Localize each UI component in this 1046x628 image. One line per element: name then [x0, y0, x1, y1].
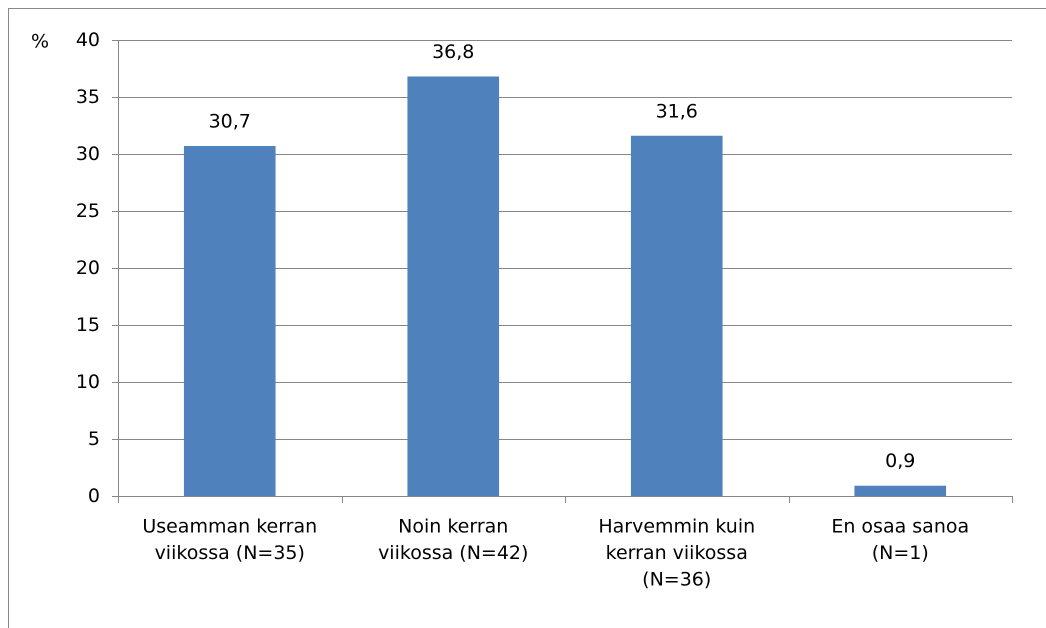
bar	[630, 135, 723, 496]
data-label: 36,8	[432, 41, 474, 63]
y-tick-label: 10	[76, 371, 100, 393]
y-axis-label: %	[31, 31, 49, 53]
y-tick-label: 25	[76, 200, 100, 222]
x-tick-label: kerran viikossa	[606, 542, 748, 564]
x-tick-label: Useamman kerran	[142, 516, 317, 538]
y-tick-label: 0	[88, 485, 100, 507]
y-tick-label: 40	[76, 29, 100, 51]
y-tick-label: 20	[76, 257, 100, 279]
bar	[854, 485, 947, 496]
y-tick-label: 35	[76, 86, 100, 108]
bar	[183, 146, 276, 496]
y-tick-label: 15	[76, 314, 100, 336]
bar	[407, 76, 500, 496]
data-label: 30,7	[209, 111, 251, 133]
data-label: 31,6	[656, 100, 698, 122]
chart-frame	[8, 8, 1046, 628]
x-tick-label: Noin kerran	[398, 516, 508, 538]
x-tick-label: En osaa sanoa	[831, 516, 969, 538]
x-tick-label: Harvemmin kuin	[598, 516, 755, 538]
x-tick-label: viikossa (N=35)	[155, 542, 305, 564]
x-tick-label: viikossa (N=42)	[378, 542, 528, 564]
data-label: 0,9	[885, 450, 915, 472]
y-tick-label: 5	[88, 428, 100, 450]
y-tick-label: 30	[76, 143, 100, 165]
x-tick-label: (N=36)	[642, 569, 711, 591]
x-tick-label: (N=1)	[872, 542, 929, 564]
